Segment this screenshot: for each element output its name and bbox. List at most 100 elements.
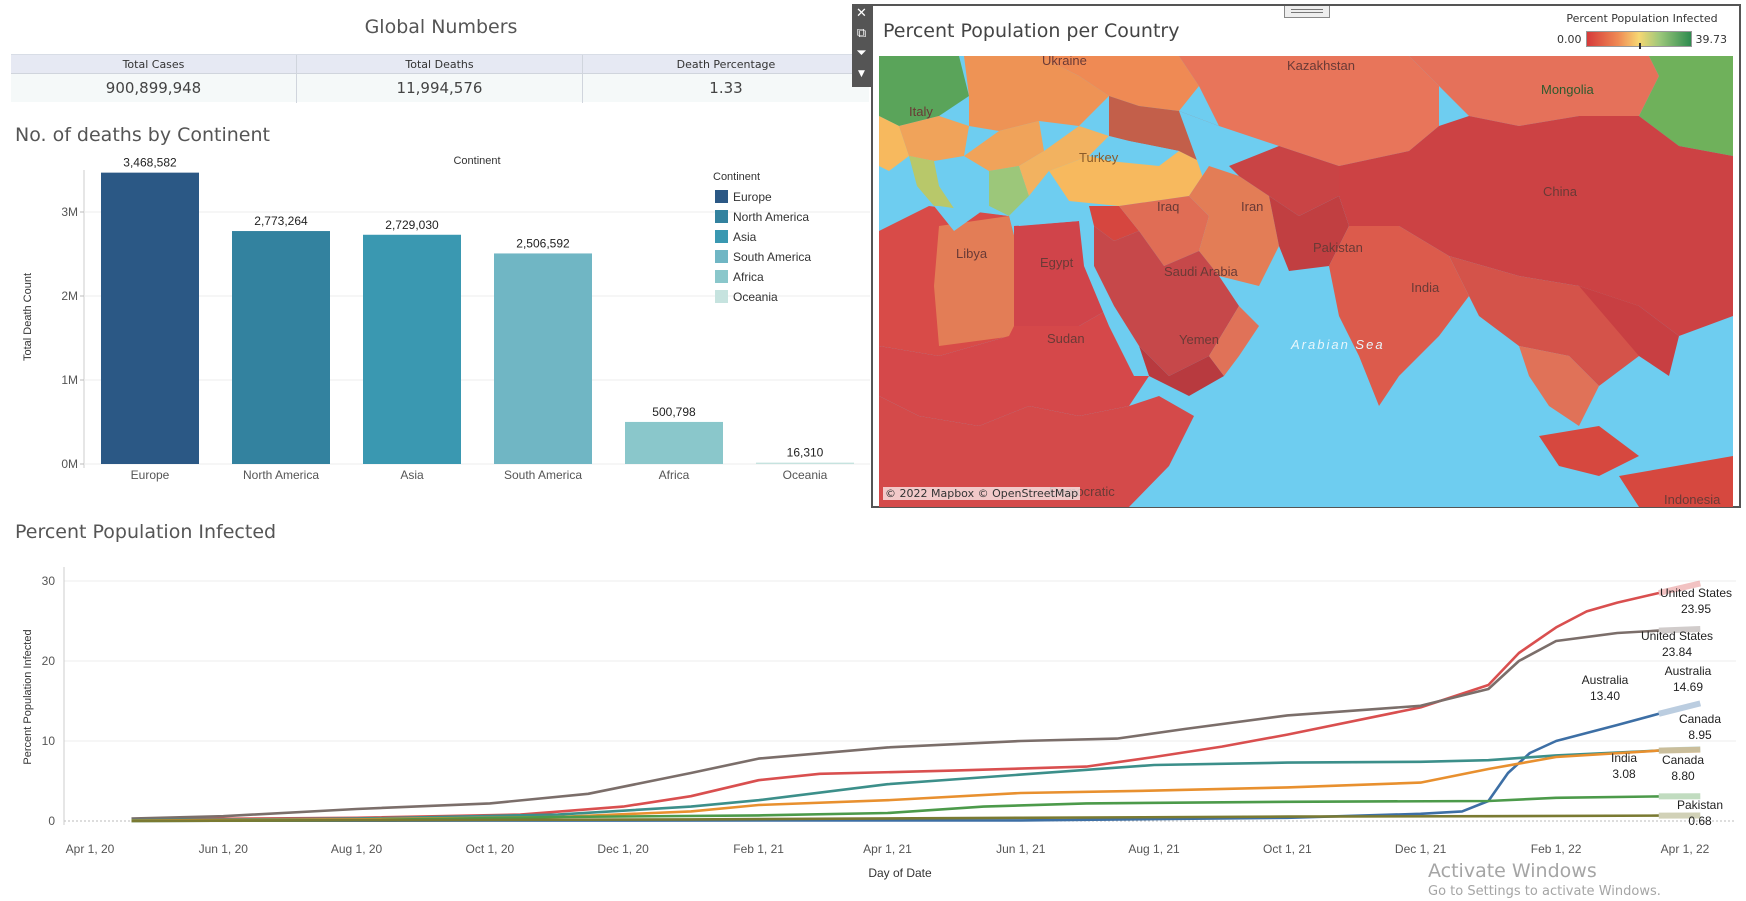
country-iran (1189, 166, 1279, 286)
kpi-total-deaths[interactable]: Total Deaths 11,994,576 (297, 55, 583, 103)
kpi-header: Death Percentage (583, 55, 869, 74)
forecast-band (1658, 746, 1701, 754)
legend-min: 0.00 (1557, 32, 1582, 46)
series-end-label: United States 23.84 (1641, 629, 1713, 659)
infected-section-title: Percent Population Infected (15, 521, 277, 543)
kpi-death-percentage[interactable]: Death Percentage 1.33 (583, 55, 869, 103)
country-pakistan (1269, 196, 1349, 271)
x-tick-label: Apr 1, 20 (66, 842, 115, 856)
map-label: Saudi Arabia (1164, 264, 1238, 279)
y-tick-label: 30 (42, 574, 56, 588)
x-tick-label: Feb 1, 21 (733, 842, 784, 856)
global-numbers-title: Global Numbers (364, 16, 518, 38)
map-label: Arabian Sea (1290, 337, 1385, 352)
y-tick-label: 0M (61, 457, 78, 471)
x-tick-label: Asia (400, 468, 424, 482)
kpi-header: Total Deaths (297, 55, 582, 74)
x-tick-label: Aug 1, 21 (1128, 842, 1180, 856)
map-label: Mongolia (1541, 82, 1595, 97)
bar-south-america (494, 253, 592, 464)
series-line-pakistan (131, 814, 1659, 823)
map-label: Ukraine (1042, 56, 1087, 68)
forecast-band (1658, 626, 1701, 634)
legend-item: Europe (733, 190, 772, 204)
map-label: Sudan (1047, 331, 1085, 346)
x-axis-label: Day of Date (868, 866, 932, 880)
x-tick-label: Apr 1, 22 (1661, 842, 1710, 856)
country-mongolia (1439, 56, 1733, 156)
country-iraq (1119, 196, 1209, 266)
x-tick-label: Jun 1, 20 (199, 842, 249, 856)
map-label: Pakistan (1313, 240, 1363, 255)
country-china (1339, 116, 1733, 336)
map-label: Kazakhstan (1287, 58, 1355, 73)
series-line-india (131, 795, 1659, 823)
bar-asia (363, 234, 461, 464)
bar-value-label: 3,468,582 (123, 156, 177, 170)
map-label: Iran (1241, 199, 1263, 214)
legend-swatch (715, 230, 728, 243)
bar-europe (101, 172, 199, 465)
x-tick-label: Jun 1, 21 (996, 842, 1046, 856)
map-label: Iraq (1157, 199, 1179, 214)
series-line-united-states (131, 629, 1659, 820)
x-tick-label: North America (243, 468, 319, 482)
country-kazakhstan (1179, 56, 1439, 166)
infected-line-chart[interactable]: 0 10 20 30 Percent Population Infected Apr 1,… (0, 545, 1746, 890)
x-tick-label: Feb 1, 22 (1531, 842, 1582, 856)
x-tick-label: Africa (659, 468, 690, 482)
map-label: India (1411, 280, 1440, 295)
kpi-total-cases[interactable]: Total Cases 900,899,948 (11, 55, 297, 103)
country-indonesia (1619, 456, 1733, 507)
map-label: China (1543, 184, 1578, 199)
series-end-label: Pakistan 0.68 (1677, 798, 1723, 828)
bar-value-label: 500,798 (652, 405, 696, 419)
deaths-bar-chart[interactable]: Continent 0M 1M 2M 3M Total Death Count 3,468,… (0, 150, 870, 490)
more-icon[interactable]: ▼ (858, 69, 865, 79)
bar-value-label: 2,506,592 (516, 236, 570, 250)
chart-title: Continent (453, 155, 500, 167)
x-tick-label: South America (504, 468, 582, 482)
country-scandinavia (879, 56, 969, 126)
watermark-line-1: Activate Windows (1428, 860, 1597, 882)
map-panel[interactable]: Percent Population per Country Percent P… (871, 4, 1741, 508)
country-libya (934, 216, 1019, 346)
map-color-legend[interactable]: Percent Population Infected 0.00 39.73 (1557, 12, 1727, 49)
worksheet-toolbar: ✕ ⧉ ⏷ ▼ (852, 4, 871, 87)
bar-oceania (756, 462, 854, 464)
forecast-band (1658, 700, 1702, 717)
series-point-label: Australia 13.40 (1582, 673, 1629, 703)
bar-north-america (232, 231, 330, 464)
forecast-band (1658, 580, 1701, 596)
legend-gradient (1585, 31, 1692, 49)
legend-swatch (715, 190, 728, 203)
map-label: Yemen (1179, 332, 1219, 347)
map-attribution[interactable]: © 2022 Mapbox © OpenStreetMap (883, 487, 1081, 500)
legend-item: South America (733, 250, 811, 264)
close-icon[interactable]: ✕ (856, 6, 867, 21)
country-sudan (879, 306, 1149, 426)
country-turkey (1049, 151, 1209, 206)
drag-handle-icon[interactable] (1284, 6, 1330, 18)
y-axis-label: Total Death Count (22, 273, 34, 361)
legend-title: Continent (713, 171, 760, 183)
pop-out-icon[interactable]: ⧉ (856, 26, 867, 41)
bar-africa (625, 421, 723, 464)
choropleth-map[interactable]: Ukraine Kazakhstan Mongolia Italy Turkey… (879, 56, 1733, 507)
y-tick-label: 2M (61, 289, 78, 303)
legend-title: Percent Population Infected (1566, 12, 1718, 25)
country-yemen (1139, 346, 1224, 396)
series-end-label: India 3.08 (1611, 751, 1637, 781)
kpi-value: 900,899,948 (11, 74, 296, 102)
series-end-label: United States 23.95 (1660, 586, 1732, 616)
legend-item: Africa (733, 270, 764, 284)
x-tick-label: Aug 1, 20 (331, 842, 383, 856)
y-tick-label: 0 (48, 814, 55, 828)
y-tick-label: 3M (61, 205, 78, 219)
filter-icon[interactable]: ⏷ (856, 46, 867, 61)
y-tick-label: 20 (42, 654, 56, 668)
legend-item: North America (733, 210, 809, 224)
x-tick-label: Apr 1, 21 (863, 842, 912, 856)
watermark-line-2: Go to Settings to activate Windows. (1428, 884, 1661, 899)
country-india (1329, 226, 1469, 406)
